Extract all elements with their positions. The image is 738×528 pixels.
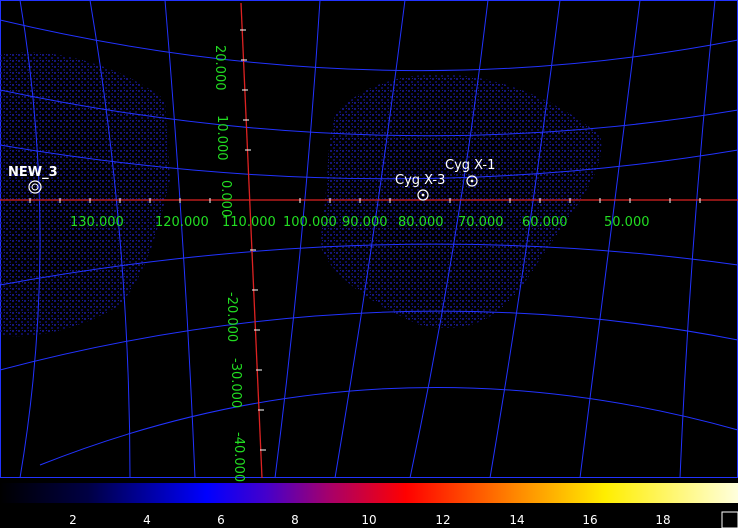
latitude-labels: 20.000 10.000 0.000 -20.000 -30.000 -40.… <box>212 45 246 482</box>
source-marker-center <box>470 179 474 183</box>
longitude-label: 70.000 <box>458 215 504 230</box>
colorbar-tick: 6 <box>217 513 225 527</box>
source-marker-inner <box>31 183 39 191</box>
source-new-3[interactable]: NEW_3 <box>8 165 58 194</box>
latitude-label: -30.000 <box>228 358 243 408</box>
longitude-label: 60.000 <box>522 215 568 230</box>
colorbar-tick: 14 <box>509 513 524 527</box>
longitude-labels: 130.000 120.000 110.000 100.000 90.000 8… <box>70 215 650 230</box>
latitude-grid-lines <box>0 19 738 466</box>
source-marker[interactable] <box>466 175 478 187</box>
colorbar-tick: 10 <box>361 513 376 527</box>
colorbar <box>0 483 738 503</box>
colorbar-tick: 16 <box>582 513 597 527</box>
source-label: Cyg X-3 <box>395 173 445 188</box>
colorbar-ticks: 2 4 6 8 10 12 14 16 18 <box>69 513 670 527</box>
source-marker[interactable] <box>28 180 42 194</box>
colorbar-tick: 18 <box>655 513 670 527</box>
colorbar-tick: 8 <box>291 513 299 527</box>
longitude-label: 110.000 <box>222 215 276 230</box>
colorbar-end-swatch <box>721 511 738 528</box>
longitude-label: 100.000 <box>283 215 337 230</box>
galactic-latitude-axis <box>240 2 263 479</box>
source-marker-center <box>421 193 425 197</box>
longitude-label: 90.000 <box>342 215 388 230</box>
latitude-label: 10.000 <box>214 115 229 161</box>
axis-ticks <box>29 29 701 451</box>
latitude-label: -40.000 <box>231 432 246 482</box>
latitude-label: 20.000 <box>212 45 227 91</box>
longitude-grid-lines <box>19 0 716 479</box>
colorbar-tick: 4 <box>143 513 151 527</box>
latitude-label: 0.000 <box>218 180 233 217</box>
longitude-label: 120.000 <box>155 215 209 230</box>
colorbar-tick: 2 <box>69 513 77 527</box>
source-marker[interactable] <box>417 189 429 201</box>
colorbar-tick: 12 <box>435 513 450 527</box>
latitude-label: -20.000 <box>224 292 239 342</box>
longitude-label: 50.000 <box>604 215 650 230</box>
longitude-label: 80.000 <box>398 215 444 230</box>
source-cyg-x1[interactable]: Cyg X-1 <box>445 158 495 187</box>
source-label: Cyg X-1 <box>445 158 495 173</box>
longitude-label: 130.000 <box>70 215 124 230</box>
source-cyg-x3[interactable]: Cyg X-3 <box>395 173 445 201</box>
source-label: NEW_3 <box>8 165 58 180</box>
